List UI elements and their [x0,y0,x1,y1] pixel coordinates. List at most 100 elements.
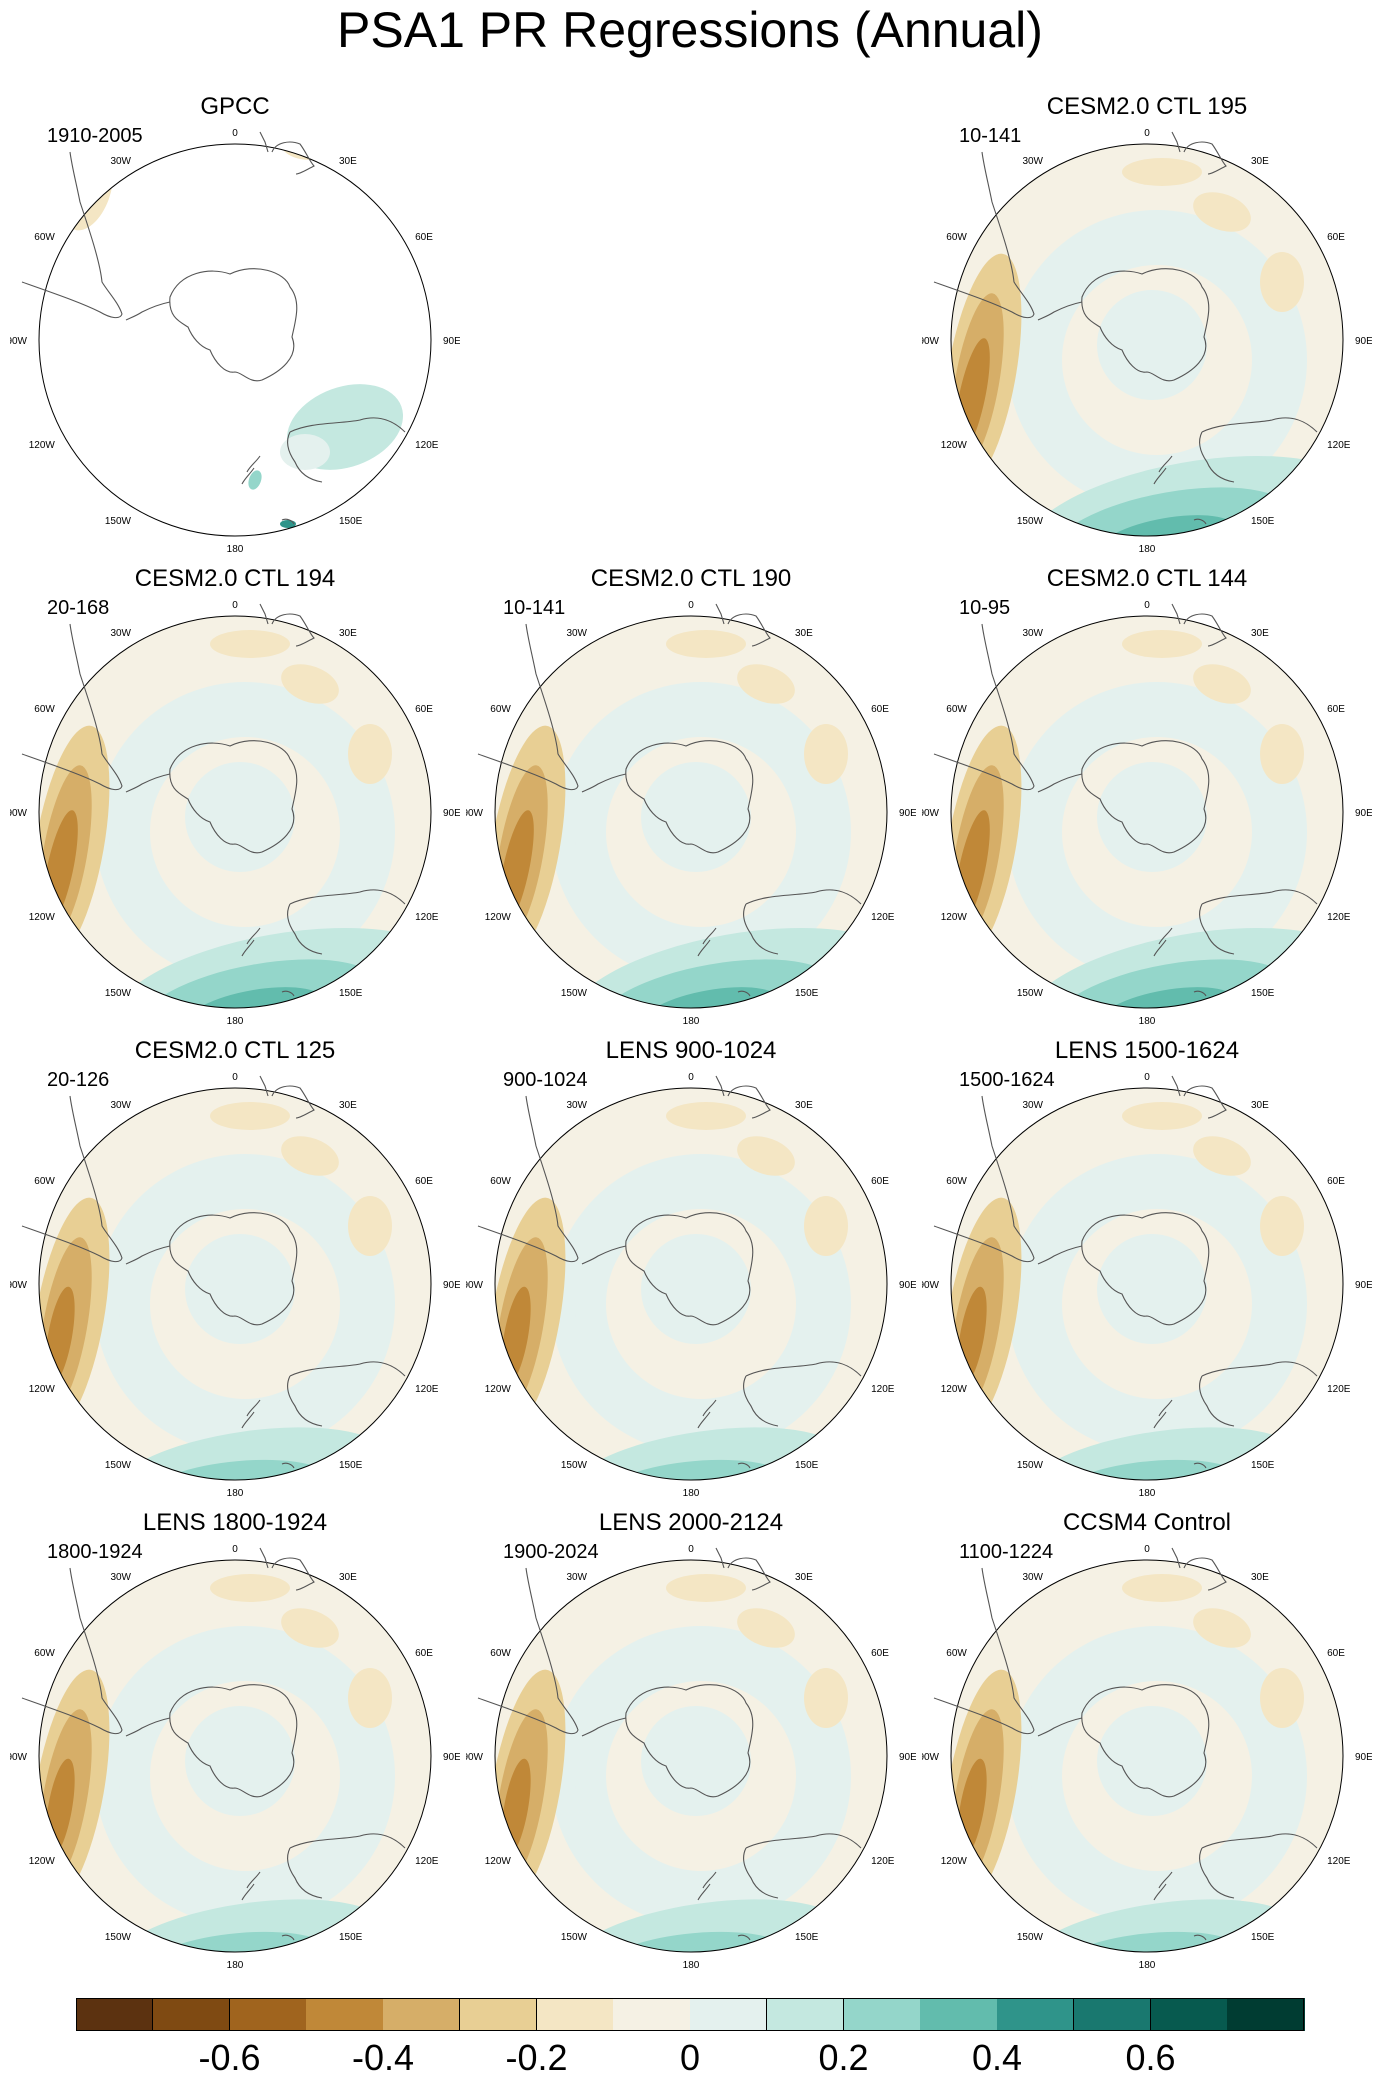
longitude-label: 120E [871,912,895,923]
panel-title: LENS 1800-1924 [142,1509,328,1536]
longitude-label: 60W [946,232,967,243]
longitude-label: 90E [1355,1752,1372,1763]
longitude-label: 60W [34,704,55,715]
tasmania-coast [281,518,295,525]
figure-title: PSA1 PR Regressions (Annual) [337,2,1043,58]
longitude-label: 150W [561,1932,588,1943]
africa-west-coast [1171,1075,1181,1097]
longitude-label: 0 [232,128,238,139]
antarctica-coast [1081,268,1210,382]
longitude-label: 180 [1139,1488,1156,1496]
longitude-label: 150E [1251,516,1275,527]
panel-years: 1800-1924 [47,1541,143,1563]
new-zealand-coast [1153,455,1173,485]
colorbar-swatch [843,1998,921,2031]
australia-south-coast [745,1833,862,1849]
longitude-label: 150E [795,988,819,999]
map-boundary [38,1087,432,1481]
map-boundary [38,143,432,537]
longitude-label: 30W [110,156,131,167]
antarctica-coast [169,268,298,382]
longitude-label: 120W [941,1856,968,1867]
new-zealand-coast [697,1871,717,1901]
longitude-label: 180 [683,1488,700,1496]
panel-years: 20-126 [47,1069,110,1091]
longitude-label: 90W [922,808,940,819]
longitude-label: 180 [227,1016,244,1024]
polar-map: 0 30E 60E 90E 120E 150E 180 150W 120W 90W 60W 30W [922,600,1372,1024]
new-zealand-coast [1153,1871,1173,1901]
polar-map: 0 30E 60E 90E 120E 150E 180 150W 120W 90W 60W 30W [922,1072,1372,1496]
coastlines [477,1547,862,1941]
tasmania-coast [737,1934,751,1941]
africa-west-coast [1171,131,1181,153]
longitude-label: 30E [1251,1100,1269,1111]
longitude-label: 60W [946,1648,967,1659]
dry-patch-atlantic [737,664,795,704]
longitude-label: 120E [871,1856,895,1867]
longitude-label: 150W [1017,988,1044,999]
longitude-label: 120W [485,1856,512,1867]
longitude-label: 180 [683,1960,700,1968]
longitude-label: 30W [566,1572,587,1583]
coastlines [477,1075,862,1469]
longitude-label: 120E [415,440,439,451]
longitude-label: 120E [1327,1384,1351,1395]
longitude-label: 0 [232,600,238,611]
south-america-coast [21,1567,123,1735]
longitude-label: 0 [1144,128,1150,139]
australia-west-coast [286,1375,323,1427]
longitude-label: 90W [466,1280,484,1291]
peninsula-coast [125,301,171,321]
africa-west-coast [259,603,269,625]
longitude-label: 90E [1355,808,1372,819]
longitude-label: 180 [227,1488,244,1496]
field-core [185,1234,295,1344]
africa-west-coast [715,1075,725,1097]
field-core [641,1234,751,1344]
longitude-label: 90E [899,1280,916,1291]
longitude-label: 30W [1022,628,1043,639]
wet-region-mid [606,1459,786,1480]
shading-australia-east [280,434,330,470]
longitude-label: 90E [1355,336,1372,347]
longitude-label: 60E [1327,232,1345,243]
dry-patch-atlantic [1193,1608,1251,1648]
south-america-coast [21,623,123,791]
australia-west-coast [1198,903,1235,955]
map-panel: CESM2.0 CTL 194 20-168 0 30E 60E 90E 120E 150E 1… [10,564,460,1024]
longitude-label: 90W [466,808,484,819]
longitude-label: 0 [688,600,694,611]
dry-patch-indian [1260,252,1304,312]
south-america-coast [933,1095,1035,1263]
longitude-label: 120W [941,912,968,923]
longitude-label: 150E [1251,1460,1275,1471]
longitude-label: 120W [941,1384,968,1395]
dry-patch-atlantic [737,1136,795,1176]
longitude-label: 90W [10,808,28,819]
colorbar [76,1998,1305,2031]
longitude-label: 150W [105,1932,132,1943]
polar-map: 0 30E 60E 90E 120E 150E 180 150W 120W 90W 60W 30W [10,600,460,1024]
longitude-label: 30E [1251,1572,1269,1583]
longitude-label: 30W [566,628,587,639]
wet-region-core [1097,987,1237,1008]
panel-title: CESM2.0 CTL 195 [1046,93,1248,120]
longitude-label: 180 [227,544,244,552]
australia-south-coast [289,889,406,905]
australia-south-coast [1201,1361,1318,1377]
colorbar-tick-label: -0.4 [351,2037,415,2078]
colorbar-swatch [613,1998,691,2031]
africa-coast [271,1557,315,1591]
peninsula-coast [1037,773,1083,793]
longitude-label: 120E [415,1856,439,1867]
longitude-label: 120E [1327,912,1351,923]
longitude-label: 180 [227,1960,244,1968]
wet-region-mid [1062,1459,1242,1480]
dry-patch-north [1122,1102,1202,1130]
map-boundary [950,1559,1344,1953]
dry-patch-atlantic [737,1608,795,1648]
longitude-label: 150W [1017,516,1044,527]
longitude-label: 150W [105,516,132,527]
wet-tongue [118,1688,142,1808]
